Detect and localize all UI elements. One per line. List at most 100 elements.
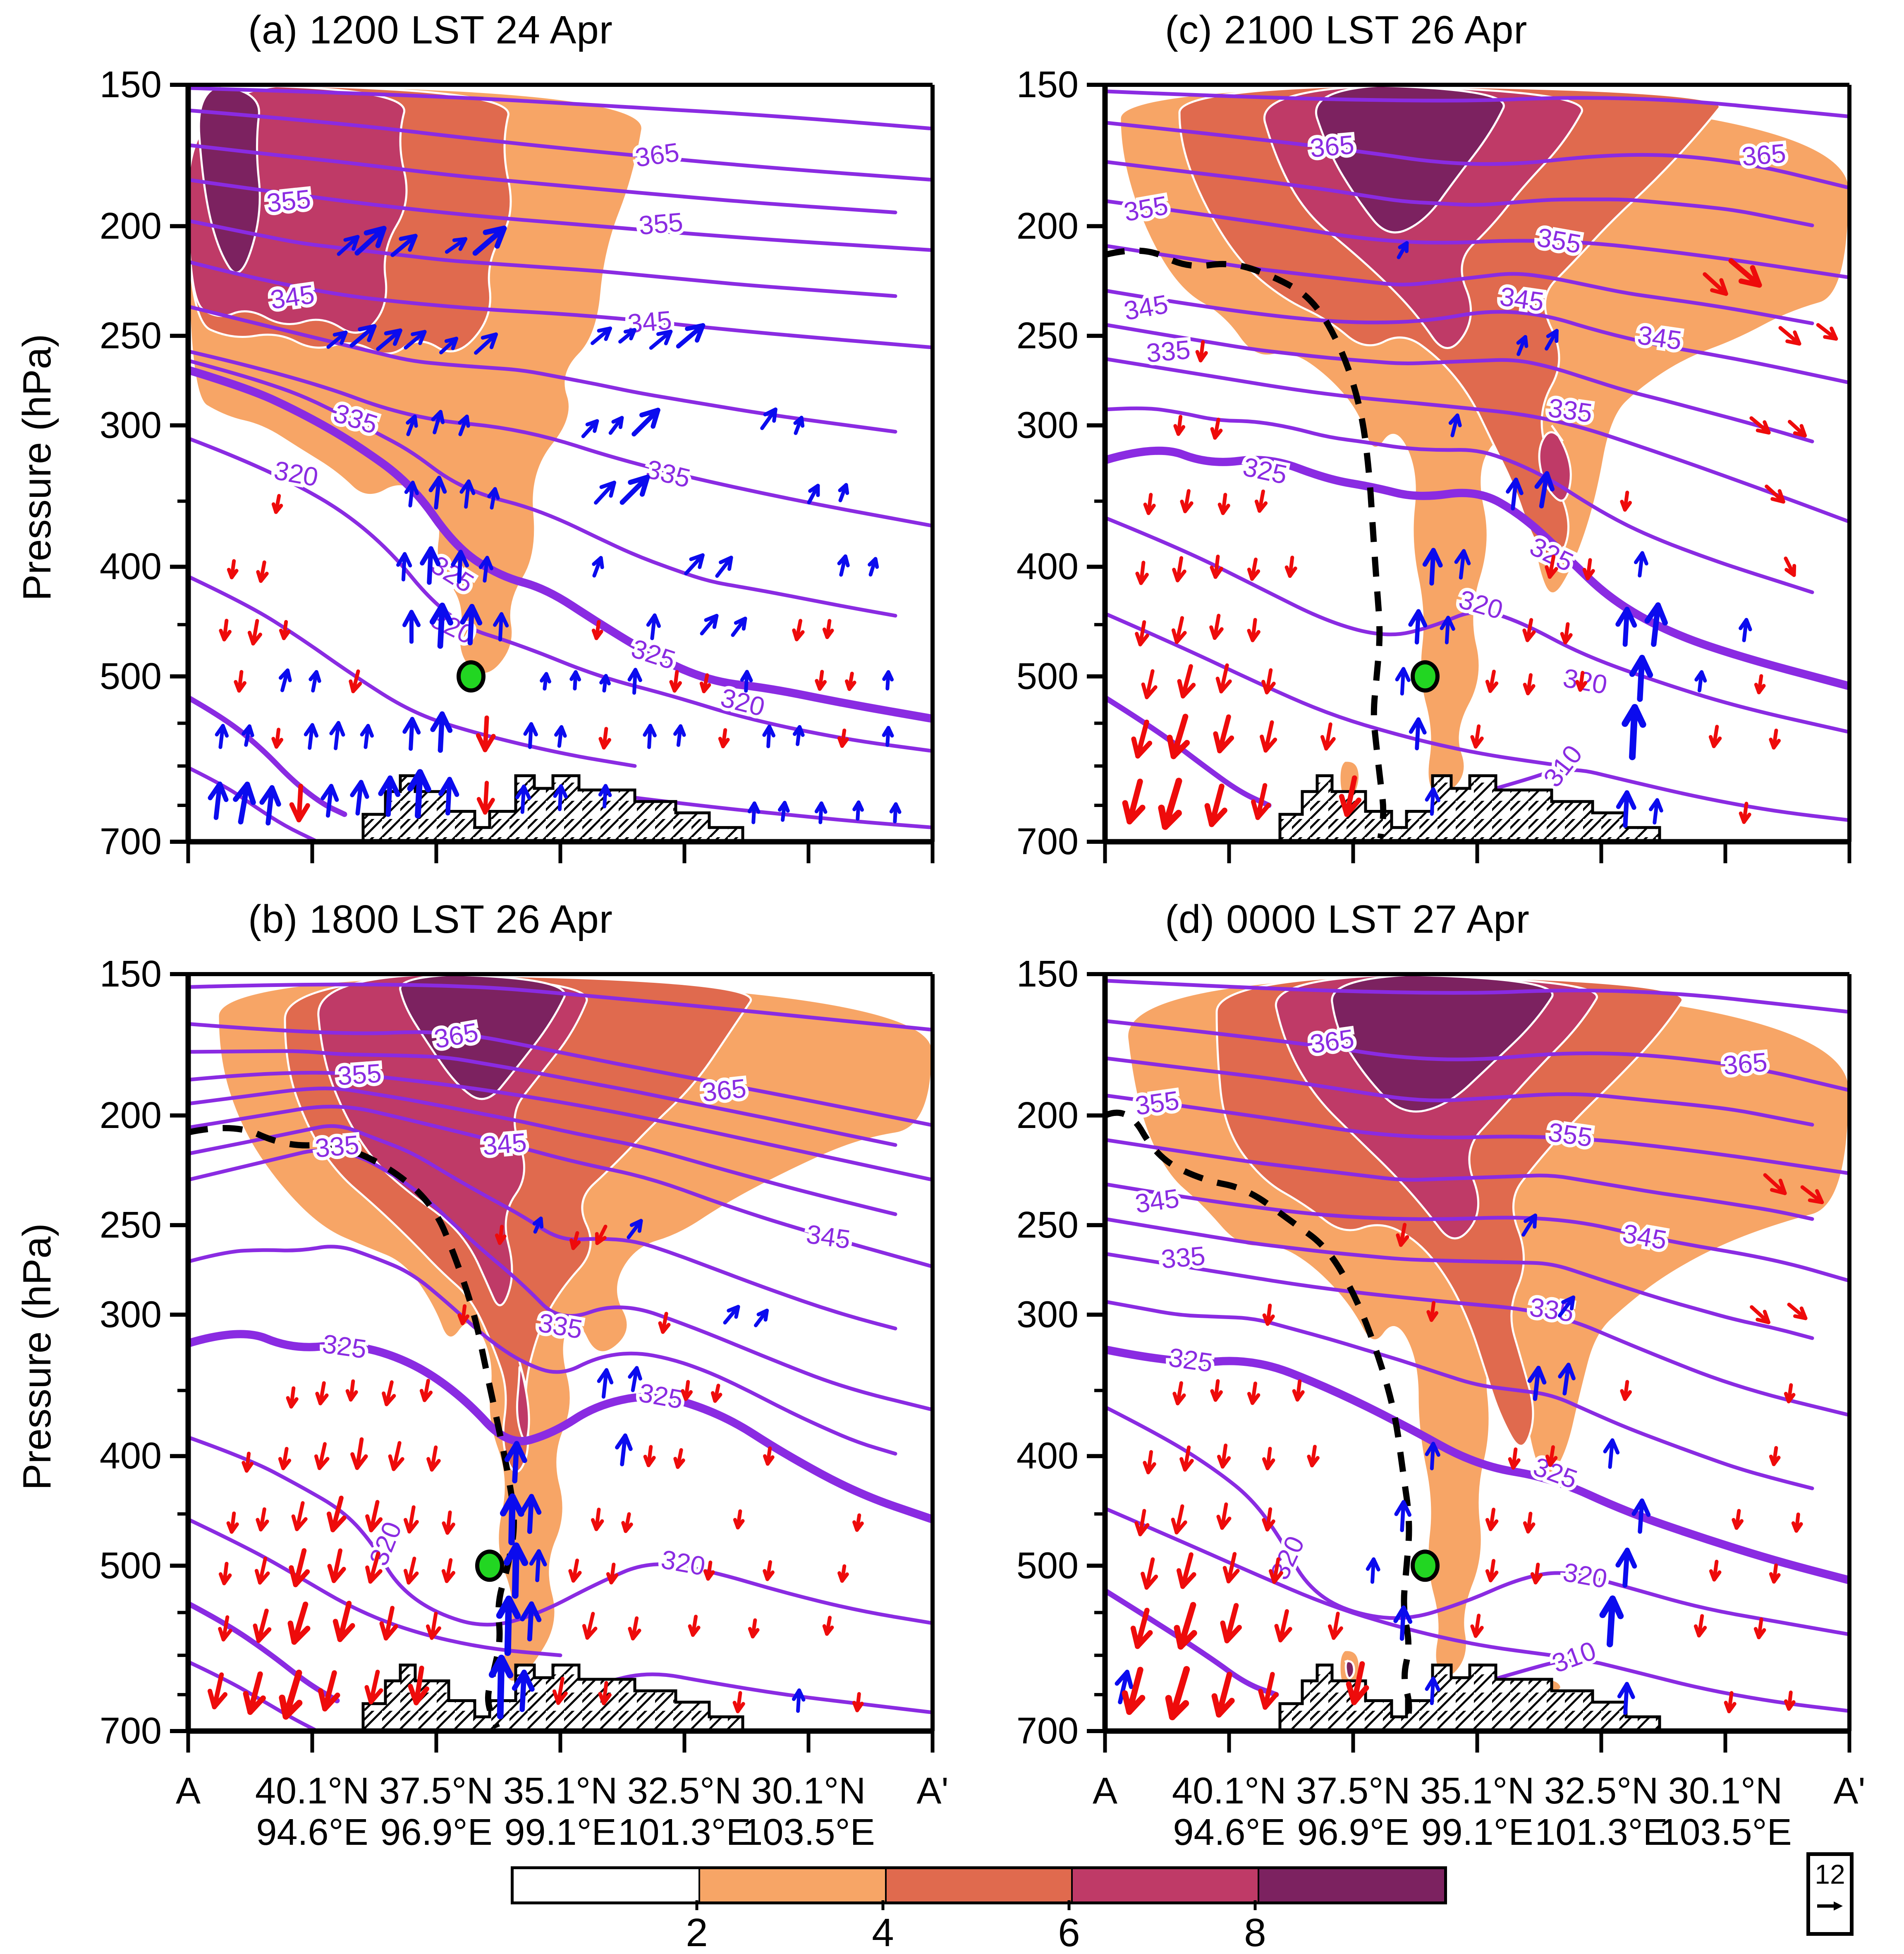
x-label-lat: 35.1°N bbox=[1420, 1770, 1534, 1812]
isentrope-label-335: 335 bbox=[1528, 1292, 1576, 1327]
up-wind-arrow bbox=[350, 780, 369, 816]
isentrope-335 bbox=[1105, 357, 1849, 524]
down-wind-arrow bbox=[669, 670, 682, 693]
down-wind-arrow bbox=[1274, 1609, 1292, 1643]
up-wind-arrow bbox=[1393, 1605, 1413, 1641]
isentrope-unlabeled bbox=[1105, 244, 1814, 326]
down-wind-arrow bbox=[1261, 668, 1276, 694]
isentrope-label-325: 325 bbox=[1167, 1342, 1215, 1378]
up-wind-arrow bbox=[1527, 1365, 1547, 1401]
x-label-lon: 103.5°E bbox=[742, 1812, 875, 1853]
isentrope-320 bbox=[1105, 1405, 1849, 1636]
dashed-front-line bbox=[1105, 1109, 1412, 1728]
down-wind-arrow bbox=[1784, 556, 1796, 577]
down-wind-arrow bbox=[852, 1513, 864, 1532]
down-wind-arrow bbox=[1784, 1691, 1796, 1711]
isentrope-label-355: 355 bbox=[1133, 1085, 1181, 1121]
up-wind-arrow bbox=[430, 711, 453, 753]
down-wind-arrow bbox=[1204, 783, 1227, 827]
down-wind-arrow bbox=[218, 1615, 232, 1642]
up-wind-arrow bbox=[503, 1542, 529, 1599]
down-wind-arrow bbox=[1523, 1511, 1536, 1534]
isentrope-label-365: 365 bbox=[432, 1017, 481, 1054]
up-wind-arrow bbox=[1616, 790, 1636, 828]
isentrope-label-365: 365 bbox=[1741, 138, 1787, 172]
down-wind-arrow bbox=[1213, 714, 1234, 754]
panel-b-axes: 150 200 250 300 400 500 700 A A' 40.1°N94.6°E 37.5… bbox=[100, 953, 949, 1853]
down-wind-arrow bbox=[1575, 670, 1587, 692]
down-wind-arrow bbox=[1753, 1617, 1766, 1640]
down-wind-arrow bbox=[315, 1381, 329, 1406]
down-wind-arrow bbox=[457, 1304, 470, 1325]
up-wind-arrow bbox=[329, 721, 345, 750]
isentrope-310 bbox=[1105, 694, 1272, 808]
down-wind-arrow bbox=[591, 1507, 604, 1531]
y-tick-label: 300 bbox=[1017, 1294, 1079, 1335]
down-wind-arrow bbox=[1262, 1507, 1275, 1532]
up-wind-arrow bbox=[304, 723, 319, 750]
up-wind-arrow bbox=[404, 481, 419, 508]
terrain-profile bbox=[1278, 774, 1661, 842]
x-label-Aprime: A' bbox=[1833, 1770, 1865, 1812]
y-tick-label: 150 bbox=[100, 64, 162, 105]
isentrope-unlabeled bbox=[188, 1049, 897, 1147]
down-wind-arrow bbox=[1220, 1603, 1242, 1643]
isentrope-label-345: 345 bbox=[1133, 1183, 1181, 1219]
up-wind-arrow bbox=[760, 407, 777, 430]
down-wind-arrow bbox=[1171, 1504, 1187, 1535]
y-axis-title-top: Pressure (hPa) bbox=[15, 334, 59, 601]
down-wind-arrow bbox=[606, 1562, 619, 1585]
up-wind-arrow bbox=[309, 670, 321, 693]
down-wind-arrow bbox=[350, 1437, 368, 1470]
dashed-front-line bbox=[188, 1125, 517, 1729]
down-wind-arrow bbox=[1787, 1303, 1808, 1320]
up-wind-arrow bbox=[520, 1494, 542, 1534]
isentrope-365 bbox=[1105, 1019, 1849, 1092]
down-wind-arrow bbox=[598, 727, 611, 750]
terrain-profile bbox=[361, 1663, 744, 1731]
x-label-lon: 96.9°E bbox=[1297, 1812, 1409, 1853]
up-wind-arrow bbox=[762, 725, 775, 748]
down-wind-arrow bbox=[1545, 555, 1558, 579]
down-wind-arrow bbox=[699, 673, 711, 693]
down-wind-arrow bbox=[1545, 1445, 1558, 1467]
up-wind-arrow bbox=[793, 416, 805, 435]
up-wind-arrow bbox=[1425, 787, 1440, 816]
down-wind-arrow bbox=[1211, 1671, 1235, 1718]
down-wind-arrow bbox=[763, 1560, 775, 1581]
up-wind-arrow bbox=[1558, 1295, 1575, 1317]
up-wind-arrow bbox=[1694, 670, 1707, 692]
down-wind-arrow bbox=[1582, 558, 1595, 580]
down-wind-arrow bbox=[247, 619, 262, 646]
up-wind-arrow bbox=[807, 484, 820, 505]
down-wind-arrow bbox=[388, 1441, 404, 1471]
down-wind-arrow bbox=[1560, 622, 1573, 644]
x-label-lat: 37.5°N bbox=[1296, 1770, 1410, 1812]
isentrope-365 bbox=[188, 1022, 933, 1127]
y-tick-label: 400 bbox=[100, 1435, 162, 1477]
down-wind-arrow bbox=[1260, 720, 1277, 753]
isentrope-335 bbox=[188, 349, 933, 528]
down-wind-arrow bbox=[1215, 663, 1232, 694]
down-wind-arrow bbox=[279, 620, 291, 640]
up-wind-arrow bbox=[599, 674, 611, 693]
up-wind-arrow bbox=[1644, 602, 1668, 647]
up-wind-arrow bbox=[837, 554, 850, 577]
isentrope-label-365: 365 bbox=[1309, 129, 1356, 163]
down-wind-arrow bbox=[1346, 1661, 1369, 1705]
y-tick-label: 200 bbox=[1017, 1095, 1079, 1136]
down-wind-arrow bbox=[379, 1606, 398, 1641]
isentrope-320 bbox=[188, 436, 933, 753]
x-label-lat: 37.5°N bbox=[379, 1770, 493, 1812]
down-wind-arrow bbox=[1765, 484, 1785, 504]
isentrope-315 bbox=[188, 575, 637, 768]
x-label-lon: 94.6°E bbox=[1173, 1812, 1285, 1853]
up-wind-arrow bbox=[208, 781, 229, 820]
down-wind-arrow bbox=[226, 1511, 239, 1534]
up-wind-arrow bbox=[1516, 335, 1528, 356]
down-wind-arrow bbox=[1247, 618, 1261, 642]
down-wind-arrow bbox=[442, 1510, 455, 1535]
down-wind-arrow bbox=[792, 619, 805, 642]
